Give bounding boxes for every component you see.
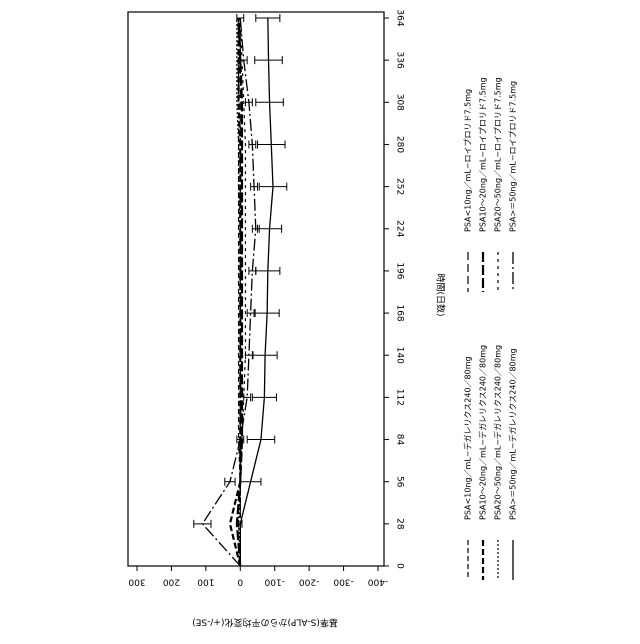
x-tick-label: 224: [395, 220, 405, 237]
x-tick-label: 0: [395, 563, 405, 569]
legend-label: PSA<10ng／mL−ロイプロリド7.5mg: [464, 89, 473, 232]
y-tick-label: 0: [237, 577, 243, 587]
x-tick-label: 56: [395, 476, 405, 488]
plot-frame: [128, 12, 384, 566]
legend-label: PSA>＝50ng／mL−ロイプロリド7.5mg: [509, 81, 518, 232]
y-axis-label: 基準(S-ALP)からの平均変化(+/-SE): [192, 617, 338, 629]
y-tick-label: -400: [368, 577, 389, 587]
x-axis-label: 時間(日数): [435, 273, 447, 316]
x-tick-label: 112: [395, 389, 405, 406]
y-tick-label: -300: [333, 577, 354, 587]
x-tick-label: 168: [395, 304, 405, 321]
error-bar: [194, 520, 211, 528]
x-tick-label: 28: [395, 518, 405, 530]
x-tick-label: 336: [395, 52, 405, 69]
legend-label: PSA20〜50ng／mL−ロイプロリド7.5mg: [494, 77, 503, 232]
error-bar: [240, 478, 261, 486]
legend-label: PSA10〜20ng／mL−デガレリクス240／80mg: [478, 345, 488, 520]
legend-label: PSA>＝50ng／mL−デガレリクス240／80mg: [508, 348, 518, 520]
x-tick-label: 140: [395, 347, 405, 364]
legend-label: PSA20〜50ng／mL−デガレリクス240／80mg: [493, 345, 503, 520]
y-tick-label: 100: [197, 577, 214, 587]
y-tick-label: 200: [163, 577, 180, 587]
x-tick-label: 364: [395, 9, 405, 26]
y-tick-label: -200: [299, 577, 320, 587]
legend-label: PSA<10ng／mL−デガレリクス240／80mg: [463, 356, 473, 520]
legend-label: PSA10〜20ng／mL−ロイプロリド7.5mg: [479, 77, 488, 232]
series-line: [202, 18, 255, 566]
y-tick-label: 300: [128, 577, 145, 587]
error-bar: [225, 478, 235, 486]
x-tick-label: 280: [395, 136, 405, 153]
x-tick-label: 308: [395, 94, 405, 111]
x-tick-label: 196: [395, 262, 405, 279]
x-tick-label: 84: [395, 434, 405, 446]
error-bar: [245, 351, 252, 359]
y-tick-label: -100: [264, 577, 285, 587]
x-tick-label: 252: [395, 178, 405, 195]
